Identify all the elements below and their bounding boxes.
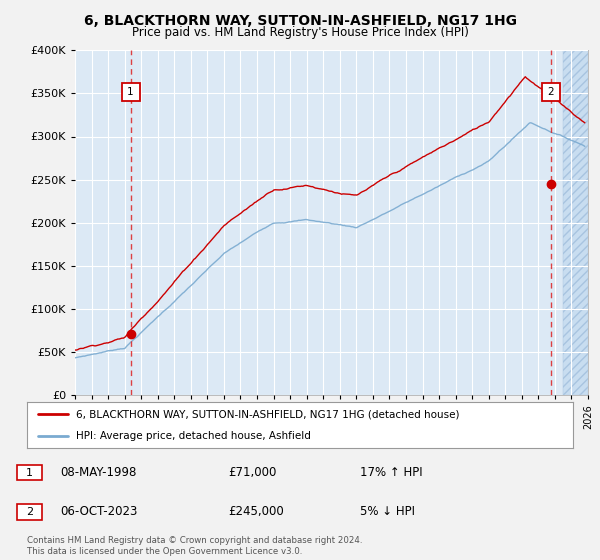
Text: 08-MAY-1998: 08-MAY-1998: [60, 466, 136, 479]
Text: £245,000: £245,000: [228, 505, 284, 519]
Text: 1: 1: [26, 468, 33, 478]
Bar: [563, 50, 588, 395]
Text: Price paid vs. HM Land Registry's House Price Index (HPI): Price paid vs. HM Land Registry's House …: [131, 26, 469, 39]
Text: 17% ↑ HPI: 17% ↑ HPI: [360, 466, 422, 479]
Text: £71,000: £71,000: [228, 466, 277, 479]
Text: 1: 1: [127, 87, 134, 97]
Text: HPI: Average price, detached house, Ashfield: HPI: Average price, detached house, Ashf…: [76, 431, 311, 441]
Text: Contains HM Land Registry data © Crown copyright and database right 2024.
This d: Contains HM Land Registry data © Crown c…: [27, 536, 362, 556]
Text: 06-OCT-2023: 06-OCT-2023: [60, 505, 137, 519]
Text: 6, BLACKTHORN WAY, SUTTON-IN-ASHFIELD, NG17 1HG (detached house): 6, BLACKTHORN WAY, SUTTON-IN-ASHFIELD, N…: [76, 409, 460, 419]
Text: 2: 2: [548, 87, 554, 97]
Text: 5% ↓ HPI: 5% ↓ HPI: [360, 505, 415, 519]
Bar: [563, 50, 588, 395]
Text: 2: 2: [26, 507, 33, 517]
Text: 6, BLACKTHORN WAY, SUTTON-IN-ASHFIELD, NG17 1HG: 6, BLACKTHORN WAY, SUTTON-IN-ASHFIELD, N…: [83, 14, 517, 28]
